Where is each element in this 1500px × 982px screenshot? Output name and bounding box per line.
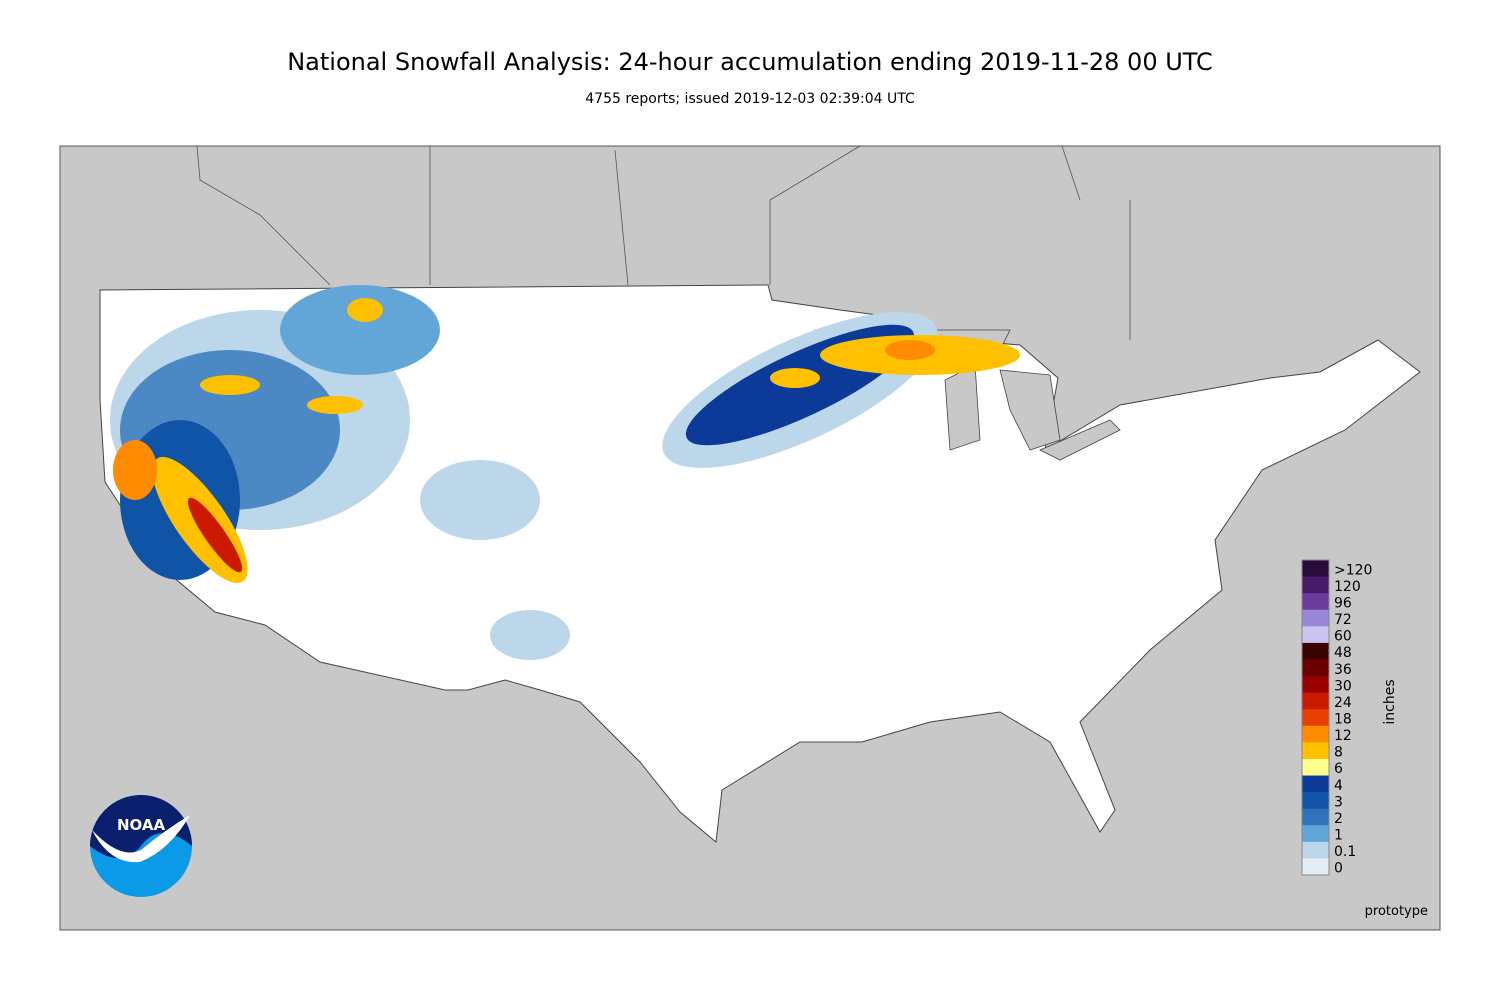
- us-land: [99, 284, 1421, 843]
- legend-swatch: [1302, 858, 1329, 876]
- legend-swatch: [1302, 609, 1329, 627]
- legend-label: 2: [1334, 811, 1343, 827]
- legend-label: 96: [1334, 595, 1352, 611]
- map: [59, 145, 1441, 931]
- legend-swatch: [1302, 742, 1329, 760]
- legend-label: 8: [1334, 745, 1343, 761]
- borders: [196, 145, 1131, 340]
- legend-label: 3: [1334, 794, 1343, 810]
- legend-swatch: [1302, 775, 1329, 793]
- legend-label: 0: [1334, 861, 1343, 877]
- legend-swatch: [1302, 642, 1329, 660]
- logo-text: NOAA: [117, 816, 166, 834]
- logo-gull: [92, 815, 190, 863]
- title: National Snowfall Analysis: 24-hour accu…: [287, 48, 1213, 76]
- legend-swatch: [1302, 808, 1329, 826]
- logo: NOAA: [90, 795, 192, 897]
- legend-swatch: [1302, 709, 1329, 727]
- footer-note: prototype: [1365, 904, 1428, 919]
- legend-swatch: [1302, 593, 1329, 611]
- legend-label: 60: [1334, 629, 1352, 645]
- legend-label: 6: [1334, 761, 1343, 777]
- legend-label: 12: [1334, 728, 1352, 744]
- legend-swatch: [1302, 659, 1329, 677]
- legend-swatch: [1302, 626, 1329, 644]
- legend-unit: inches: [1382, 679, 1398, 724]
- legend-swatch: [1302, 692, 1329, 710]
- legend-swatch: [1302, 758, 1329, 777]
- legend-label: 30: [1334, 678, 1352, 694]
- legend-label: 18: [1334, 712, 1352, 728]
- legend-swatch: [1302, 841, 1329, 859]
- legend-swatch: [1302, 676, 1329, 694]
- legend-label: 48: [1334, 645, 1352, 661]
- legend-label: >120: [1334, 562, 1372, 578]
- legend-label: 4: [1334, 778, 1343, 794]
- legend-swatch: [1302, 725, 1329, 743]
- legend-label: 0.1: [1334, 844, 1356, 860]
- legend-label: 36: [1334, 662, 1352, 678]
- legend-swatch: [1302, 792, 1329, 810]
- legend-label: 24: [1334, 695, 1352, 711]
- legend-label: 120: [1334, 579, 1361, 595]
- legend-swatch: [1302, 560, 1329, 578]
- subtitle: 4755 reports; issued 2019-12-03 02:39:04…: [585, 91, 915, 107]
- legend-swatch: [1302, 576, 1329, 594]
- legend-label: 72: [1334, 612, 1352, 628]
- legend-swatch: [1302, 825, 1329, 843]
- snowfall-field: [110, 285, 1020, 660]
- legend-frame: [1301, 559, 1330, 876]
- logo-top: [90, 795, 192, 858]
- legend-label: 1: [1334, 828, 1343, 844]
